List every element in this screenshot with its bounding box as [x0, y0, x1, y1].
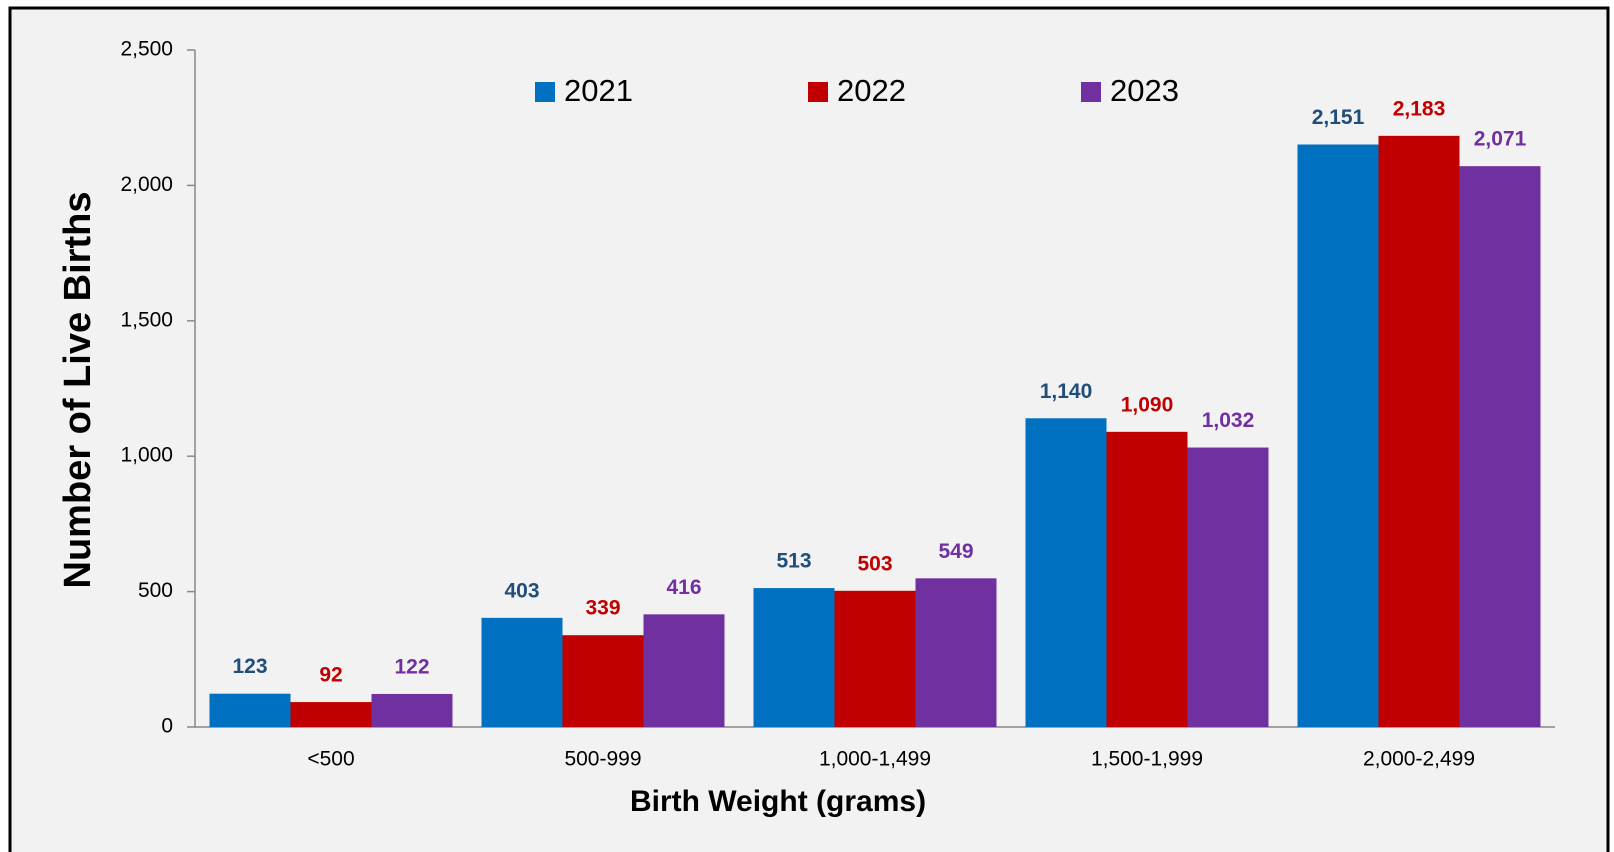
data-label: 2,071 [1474, 128, 1527, 151]
bar [1025, 418, 1107, 727]
legend-label: 2022 [837, 73, 906, 108]
data-label: 2,183 [1393, 97, 1446, 120]
legend-label: 2021 [564, 73, 633, 108]
bar [1106, 431, 1188, 727]
data-label: 416 [666, 576, 701, 599]
legend-label: 2023 [1110, 73, 1179, 108]
x-tick-label: <500 [307, 748, 354, 771]
bar [1297, 144, 1379, 727]
bar [1187, 447, 1269, 727]
bar [915, 578, 997, 727]
data-label: 513 [776, 550, 811, 573]
bar [562, 635, 644, 727]
x-tick-label: 2,000-2,499 [1363, 748, 1475, 771]
y-tick-label: 1,500 [120, 308, 173, 331]
data-label: 549 [938, 540, 973, 563]
bar [753, 588, 835, 727]
legend-swatch [1081, 82, 1101, 102]
y-tick-label: 2,000 [120, 173, 173, 196]
data-label: 92 [319, 664, 342, 687]
bar [1459, 166, 1541, 727]
y-tick-label: 500 [138, 579, 173, 602]
y-axis-title: Number of Live Births [57, 192, 99, 589]
data-label: 123 [232, 655, 267, 678]
x-axis-title: Birth Weight (grams) [630, 785, 926, 818]
bar [481, 617, 563, 727]
data-label: 122 [394, 656, 429, 679]
data-label: 2,151 [1312, 106, 1365, 129]
x-tick-label: 1,500-1,999 [1091, 748, 1203, 771]
x-tick-label: 1,000-1,499 [819, 748, 931, 771]
data-label: 1,140 [1040, 380, 1093, 403]
bar [371, 693, 453, 727]
x-tick-label: 500-999 [564, 748, 641, 771]
bar [834, 590, 916, 727]
y-tick-label: 0 [161, 715, 173, 738]
bar [643, 614, 725, 727]
data-label: 339 [585, 597, 620, 620]
legend-swatch [808, 82, 828, 102]
bar [1378, 135, 1460, 727]
data-label: 1,090 [1121, 393, 1174, 416]
legend-swatch [535, 82, 555, 102]
data-label: 1,032 [1202, 409, 1255, 432]
data-label: 503 [857, 552, 892, 575]
bar [290, 702, 372, 727]
data-label: 403 [504, 579, 539, 602]
y-tick-label: 2,500 [120, 38, 173, 61]
y-tick-label: 1,000 [120, 444, 173, 467]
bar [209, 693, 291, 727]
